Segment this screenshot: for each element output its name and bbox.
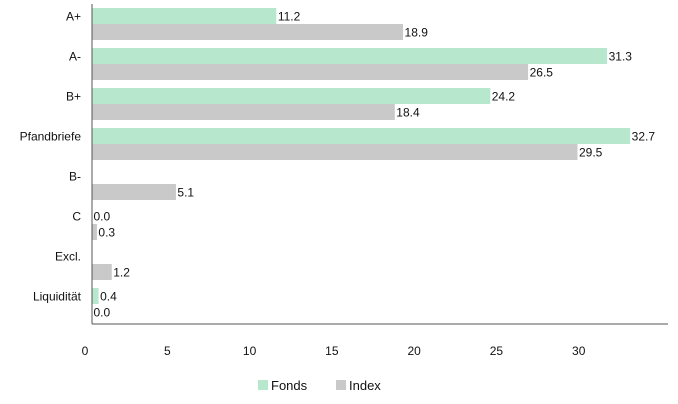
- data-label-index-1: 26.5: [530, 66, 554, 80]
- data-label-fonds-1: 31.3: [609, 50, 633, 64]
- data-label-index-4: 5.1: [177, 186, 194, 200]
- bar-index-3: [92, 144, 578, 160]
- category-label-1: A-: [69, 50, 81, 64]
- bar-index-4: [92, 184, 176, 200]
- x-tick-label-4: 20: [407, 344, 421, 358]
- data-label-fonds-7: 0.4: [100, 290, 117, 304]
- bar-index-1: [92, 64, 529, 80]
- x-tick-label-3: 15: [325, 344, 339, 358]
- bar-fonds-7: [92, 288, 99, 304]
- data-label-fonds-0: 11.2: [278, 10, 301, 24]
- bar-fonds-1: [92, 48, 608, 64]
- data-label-index-3: 29.5: [579, 146, 603, 160]
- data-label-index-2: 18.4: [396, 106, 420, 120]
- legend-label-index: Index: [349, 378, 381, 393]
- category-label-6: Excl.: [55, 250, 81, 264]
- legend-swatch-index: [336, 380, 346, 390]
- bar-index-5: [92, 224, 97, 240]
- data-label-fonds-3: 32.7: [632, 130, 656, 144]
- x-tick-label-2: 10: [243, 344, 257, 358]
- x-tick-label-5: 25: [490, 344, 504, 358]
- data-label-index-7: 0.0: [94, 306, 111, 320]
- category-label-2: B+: [66, 90, 81, 104]
- bar-index-0: [92, 24, 404, 40]
- category-label-0: A+: [66, 10, 81, 24]
- data-label-index-0: 18.9: [405, 26, 429, 40]
- category-label-4: B-: [69, 170, 81, 184]
- legend-label-fonds: Fonds: [271, 378, 308, 393]
- category-label-5: C: [72, 210, 81, 224]
- data-label-fonds-2: 24.2: [492, 90, 516, 104]
- x-tick-label-1: 5: [164, 344, 171, 358]
- x-tick-label-0: 0: [82, 344, 89, 358]
- data-label-index-6: 1.2: [113, 266, 130, 280]
- category-label-3: Pfandbriefe: [20, 130, 82, 144]
- legend-swatch-fonds: [258, 380, 268, 390]
- bar-fonds-0: [92, 8, 277, 24]
- bar-fonds-3: [92, 128, 631, 144]
- bar-index-6: [92, 264, 112, 280]
- x-tick-label-6: 30: [572, 344, 586, 358]
- bar-fonds-2: [92, 88, 491, 104]
- data-label-fonds-5: 0.0: [94, 210, 111, 224]
- data-label-index-5: 0.3: [98, 226, 115, 240]
- bar-index-2: [92, 104, 395, 120]
- category-label-7: Liquidität: [33, 290, 82, 304]
